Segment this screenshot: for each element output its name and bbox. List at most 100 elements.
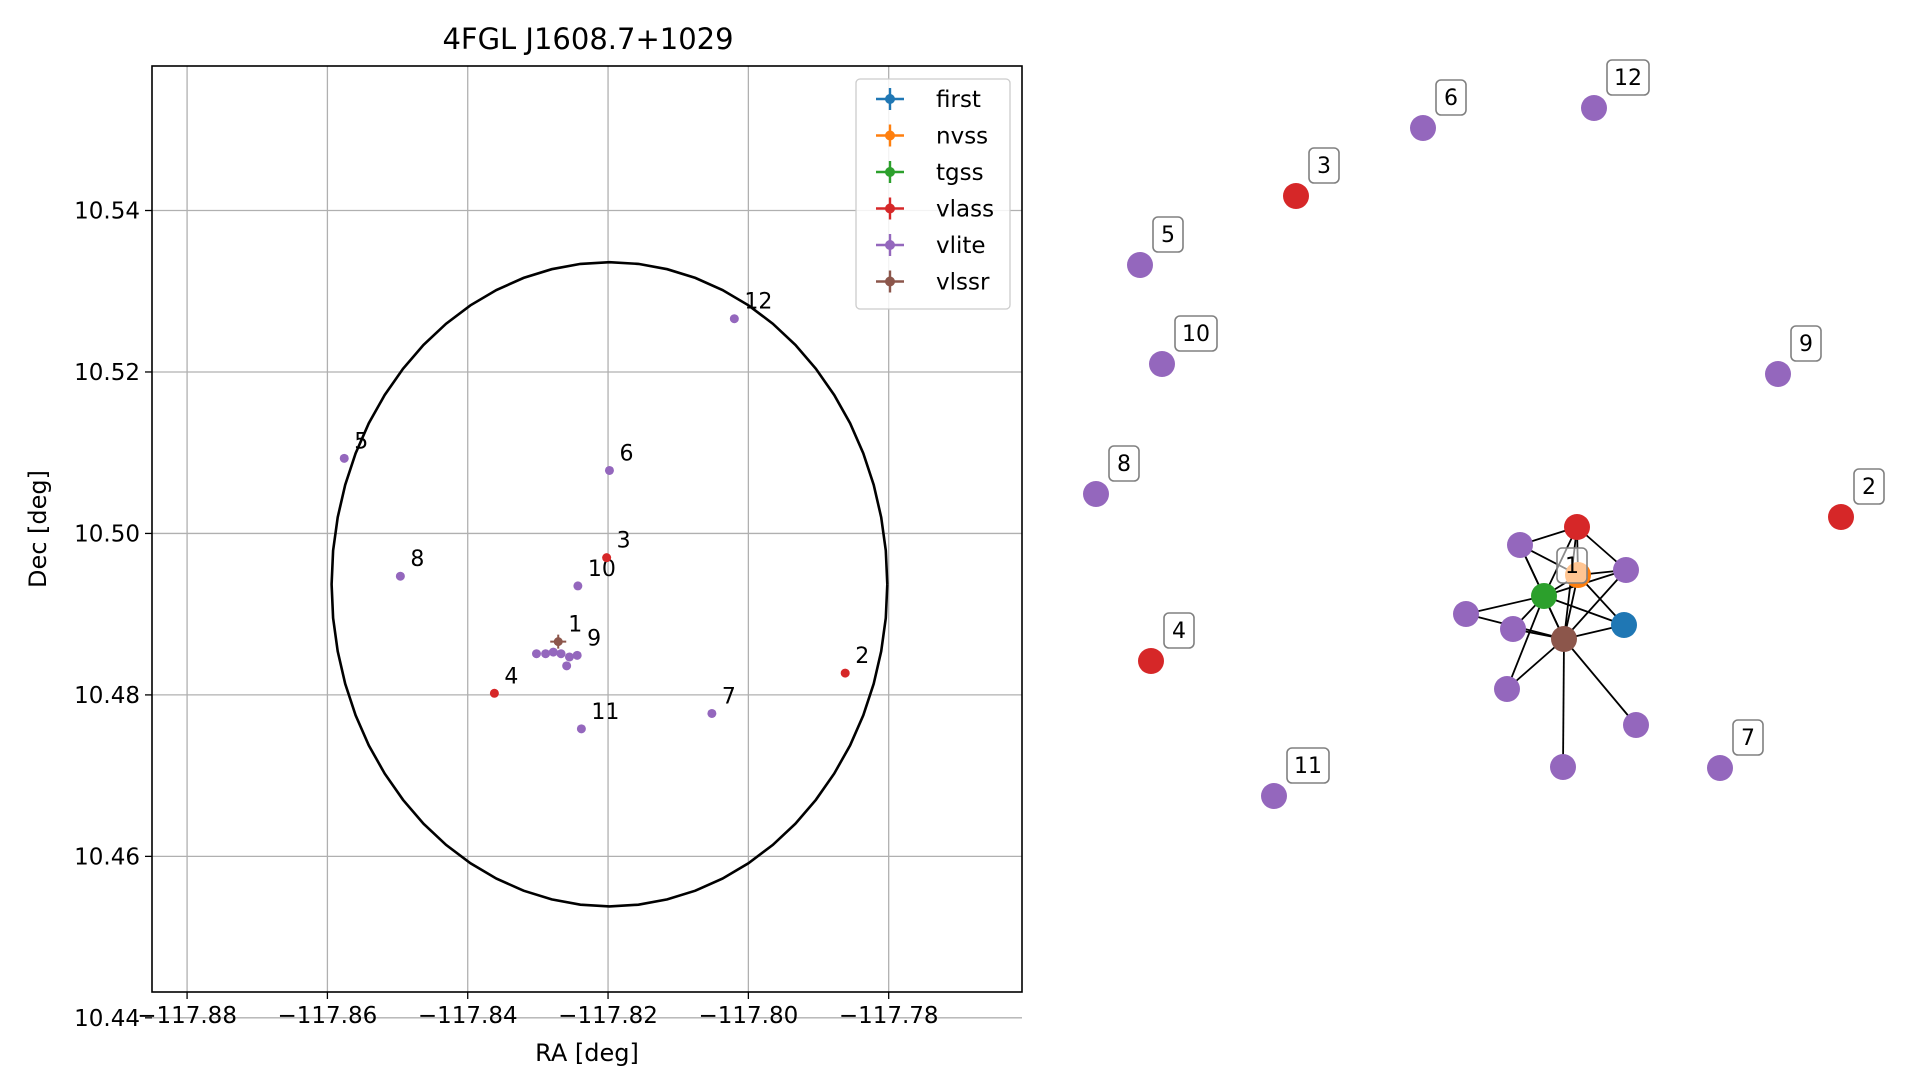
point-label: 7: [722, 684, 736, 709]
network-node: [1500, 616, 1526, 642]
legend-entry: vlass: [936, 197, 994, 223]
legend-marker-dot: [885, 203, 895, 214]
data-point: [564, 652, 574, 662]
network-node: [1828, 504, 1854, 530]
point-label: 10: [588, 557, 616, 582]
network-edge: [1562, 638, 1565, 768]
network-edge: [1465, 595, 1545, 615]
network-node: [1149, 351, 1175, 377]
node-label: 3: [1317, 154, 1331, 179]
data-point: [729, 314, 739, 324]
legend-entry: nvss: [936, 124, 988, 150]
node-label: 10: [1182, 322, 1210, 347]
data-point: [576, 724, 586, 734]
data-point: [489, 688, 499, 698]
point-label: 8: [410, 547, 424, 572]
node-label: 9: [1799, 332, 1813, 357]
network-node: [1581, 95, 1607, 121]
y-tick-label: 10.54: [74, 199, 140, 225]
x-tick-label: −117.82: [558, 1003, 658, 1029]
x-tick-label: −117.80: [698, 1003, 798, 1029]
node-label-box: [1152, 216, 1184, 253]
node-label-box: [1163, 612, 1195, 649]
data-point: [556, 649, 566, 659]
network-edge: [1563, 569, 1627, 640]
data-point: [562, 661, 572, 671]
data-point: [604, 465, 614, 475]
network-node: [1611, 612, 1637, 638]
node-label: 1: [1565, 554, 1579, 579]
y-tick-label: 10.52: [74, 360, 140, 386]
network-node: [1453, 601, 1479, 627]
node-label: 5: [1161, 223, 1175, 248]
network-node: [1138, 648, 1164, 674]
node-label-box: [1435, 79, 1467, 116]
network-node: [1410, 115, 1436, 141]
data-point: [707, 708, 717, 718]
network-node: [1550, 754, 1576, 780]
data-point: [395, 571, 405, 581]
node-label: 12: [1614, 66, 1642, 91]
network-node: [1283, 183, 1309, 209]
data-point: [339, 453, 349, 463]
legend-marker-dot: [885, 130, 895, 141]
data-point: [840, 668, 850, 678]
legend-marker-dot: [885, 94, 895, 104]
y-tick-label: 10.48: [74, 683, 140, 709]
network-node: [1707, 755, 1733, 781]
data-point: [541, 649, 551, 659]
x-tick-label: −117.78: [839, 1003, 939, 1029]
node-label-box: [1174, 315, 1218, 352]
node-label-box: [1286, 747, 1330, 784]
legend-entry: vlssr: [936, 270, 990, 296]
data-point: [573, 581, 583, 591]
node-label-box: [1732, 719, 1764, 756]
node-label: 6: [1444, 86, 1458, 111]
point-label: 5: [354, 429, 368, 454]
node-label-box: [1308, 147, 1340, 184]
node-label: 7: [1741, 726, 1755, 751]
data-point: [531, 649, 541, 659]
network-node: [1613, 557, 1639, 583]
legend-entry: first: [936, 87, 981, 113]
data-point: [553, 637, 563, 647]
network-node: [1564, 514, 1590, 540]
legend-entry: tgss: [936, 160, 984, 186]
network-node: [1765, 361, 1791, 387]
legend-marker-dot: [885, 240, 895, 250]
network-edge: [1543, 595, 1625, 626]
network-node: [1127, 252, 1153, 278]
node-label: 8: [1117, 452, 1131, 477]
point-label: 3: [617, 529, 631, 554]
network-node: [1507, 532, 1533, 558]
chart-title: 4FGL J1608.7+1029: [442, 22, 733, 56]
legend-marker-dot: [885, 167, 895, 177]
x-tick-label: −117.86: [278, 1003, 378, 1029]
legend: first nvss tgss vlass vlite vlssr: [855, 78, 1011, 310]
x-axis-label: RA [deg]: [535, 1039, 639, 1067]
y-tick-label: 10.46: [74, 844, 140, 870]
network-node: [1551, 626, 1577, 652]
y-tick-label: 10.44: [74, 1006, 140, 1032]
node-label-box: [1108, 445, 1140, 482]
y-axis-label: Dec [deg]: [24, 470, 52, 588]
point-label: 4: [504, 664, 518, 689]
x-tick-label: −117.88: [137, 1003, 237, 1029]
point-label: 9: [587, 626, 601, 651]
network-node: [1494, 676, 1520, 702]
node-label-box: [1556, 547, 1588, 584]
node-label: 2: [1862, 475, 1876, 500]
data-point: [548, 647, 558, 657]
point-label: 6: [619, 441, 633, 466]
network-node: [1623, 712, 1649, 738]
data-point: [572, 650, 582, 660]
x-tick-label: −117.84: [418, 1003, 518, 1029]
node-label: 4: [1172, 619, 1186, 644]
y-tick-label: 10.50: [74, 521, 140, 547]
network-node: [1261, 783, 1287, 809]
network-node: [1083, 481, 1109, 507]
plot-frame: [151, 65, 1023, 993]
legend-entry: vlite: [936, 233, 986, 259]
